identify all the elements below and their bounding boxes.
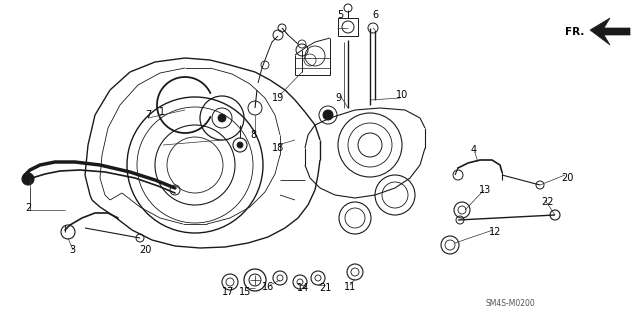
Text: 5: 5 bbox=[337, 10, 343, 20]
Circle shape bbox=[22, 173, 34, 185]
Text: 12: 12 bbox=[489, 227, 501, 237]
Text: 19: 19 bbox=[272, 93, 284, 103]
Text: 17: 17 bbox=[222, 287, 234, 297]
Polygon shape bbox=[590, 18, 630, 45]
Text: SM4S-M0200: SM4S-M0200 bbox=[485, 299, 535, 308]
Text: 15: 15 bbox=[239, 287, 251, 297]
Text: 11: 11 bbox=[344, 282, 356, 292]
Circle shape bbox=[218, 114, 226, 122]
Text: 2: 2 bbox=[25, 203, 31, 213]
Text: 8: 8 bbox=[250, 130, 256, 140]
Circle shape bbox=[237, 142, 243, 148]
Text: 7: 7 bbox=[145, 110, 151, 120]
Text: 20: 20 bbox=[561, 173, 573, 183]
Circle shape bbox=[323, 110, 333, 120]
Text: 22: 22 bbox=[541, 197, 554, 207]
Text: 20: 20 bbox=[139, 245, 151, 255]
Text: FR.: FR. bbox=[565, 27, 585, 37]
Text: 6: 6 bbox=[372, 10, 378, 20]
Text: 18: 18 bbox=[272, 143, 284, 153]
Text: 13: 13 bbox=[479, 185, 491, 195]
Text: 14: 14 bbox=[297, 283, 309, 293]
Text: 16: 16 bbox=[262, 282, 274, 292]
Text: 3: 3 bbox=[69, 245, 75, 255]
Text: 21: 21 bbox=[319, 283, 331, 293]
Text: 9: 9 bbox=[335, 93, 341, 103]
Text: 4: 4 bbox=[471, 145, 477, 155]
Text: 1: 1 bbox=[159, 107, 165, 117]
Text: 10: 10 bbox=[396, 90, 408, 100]
